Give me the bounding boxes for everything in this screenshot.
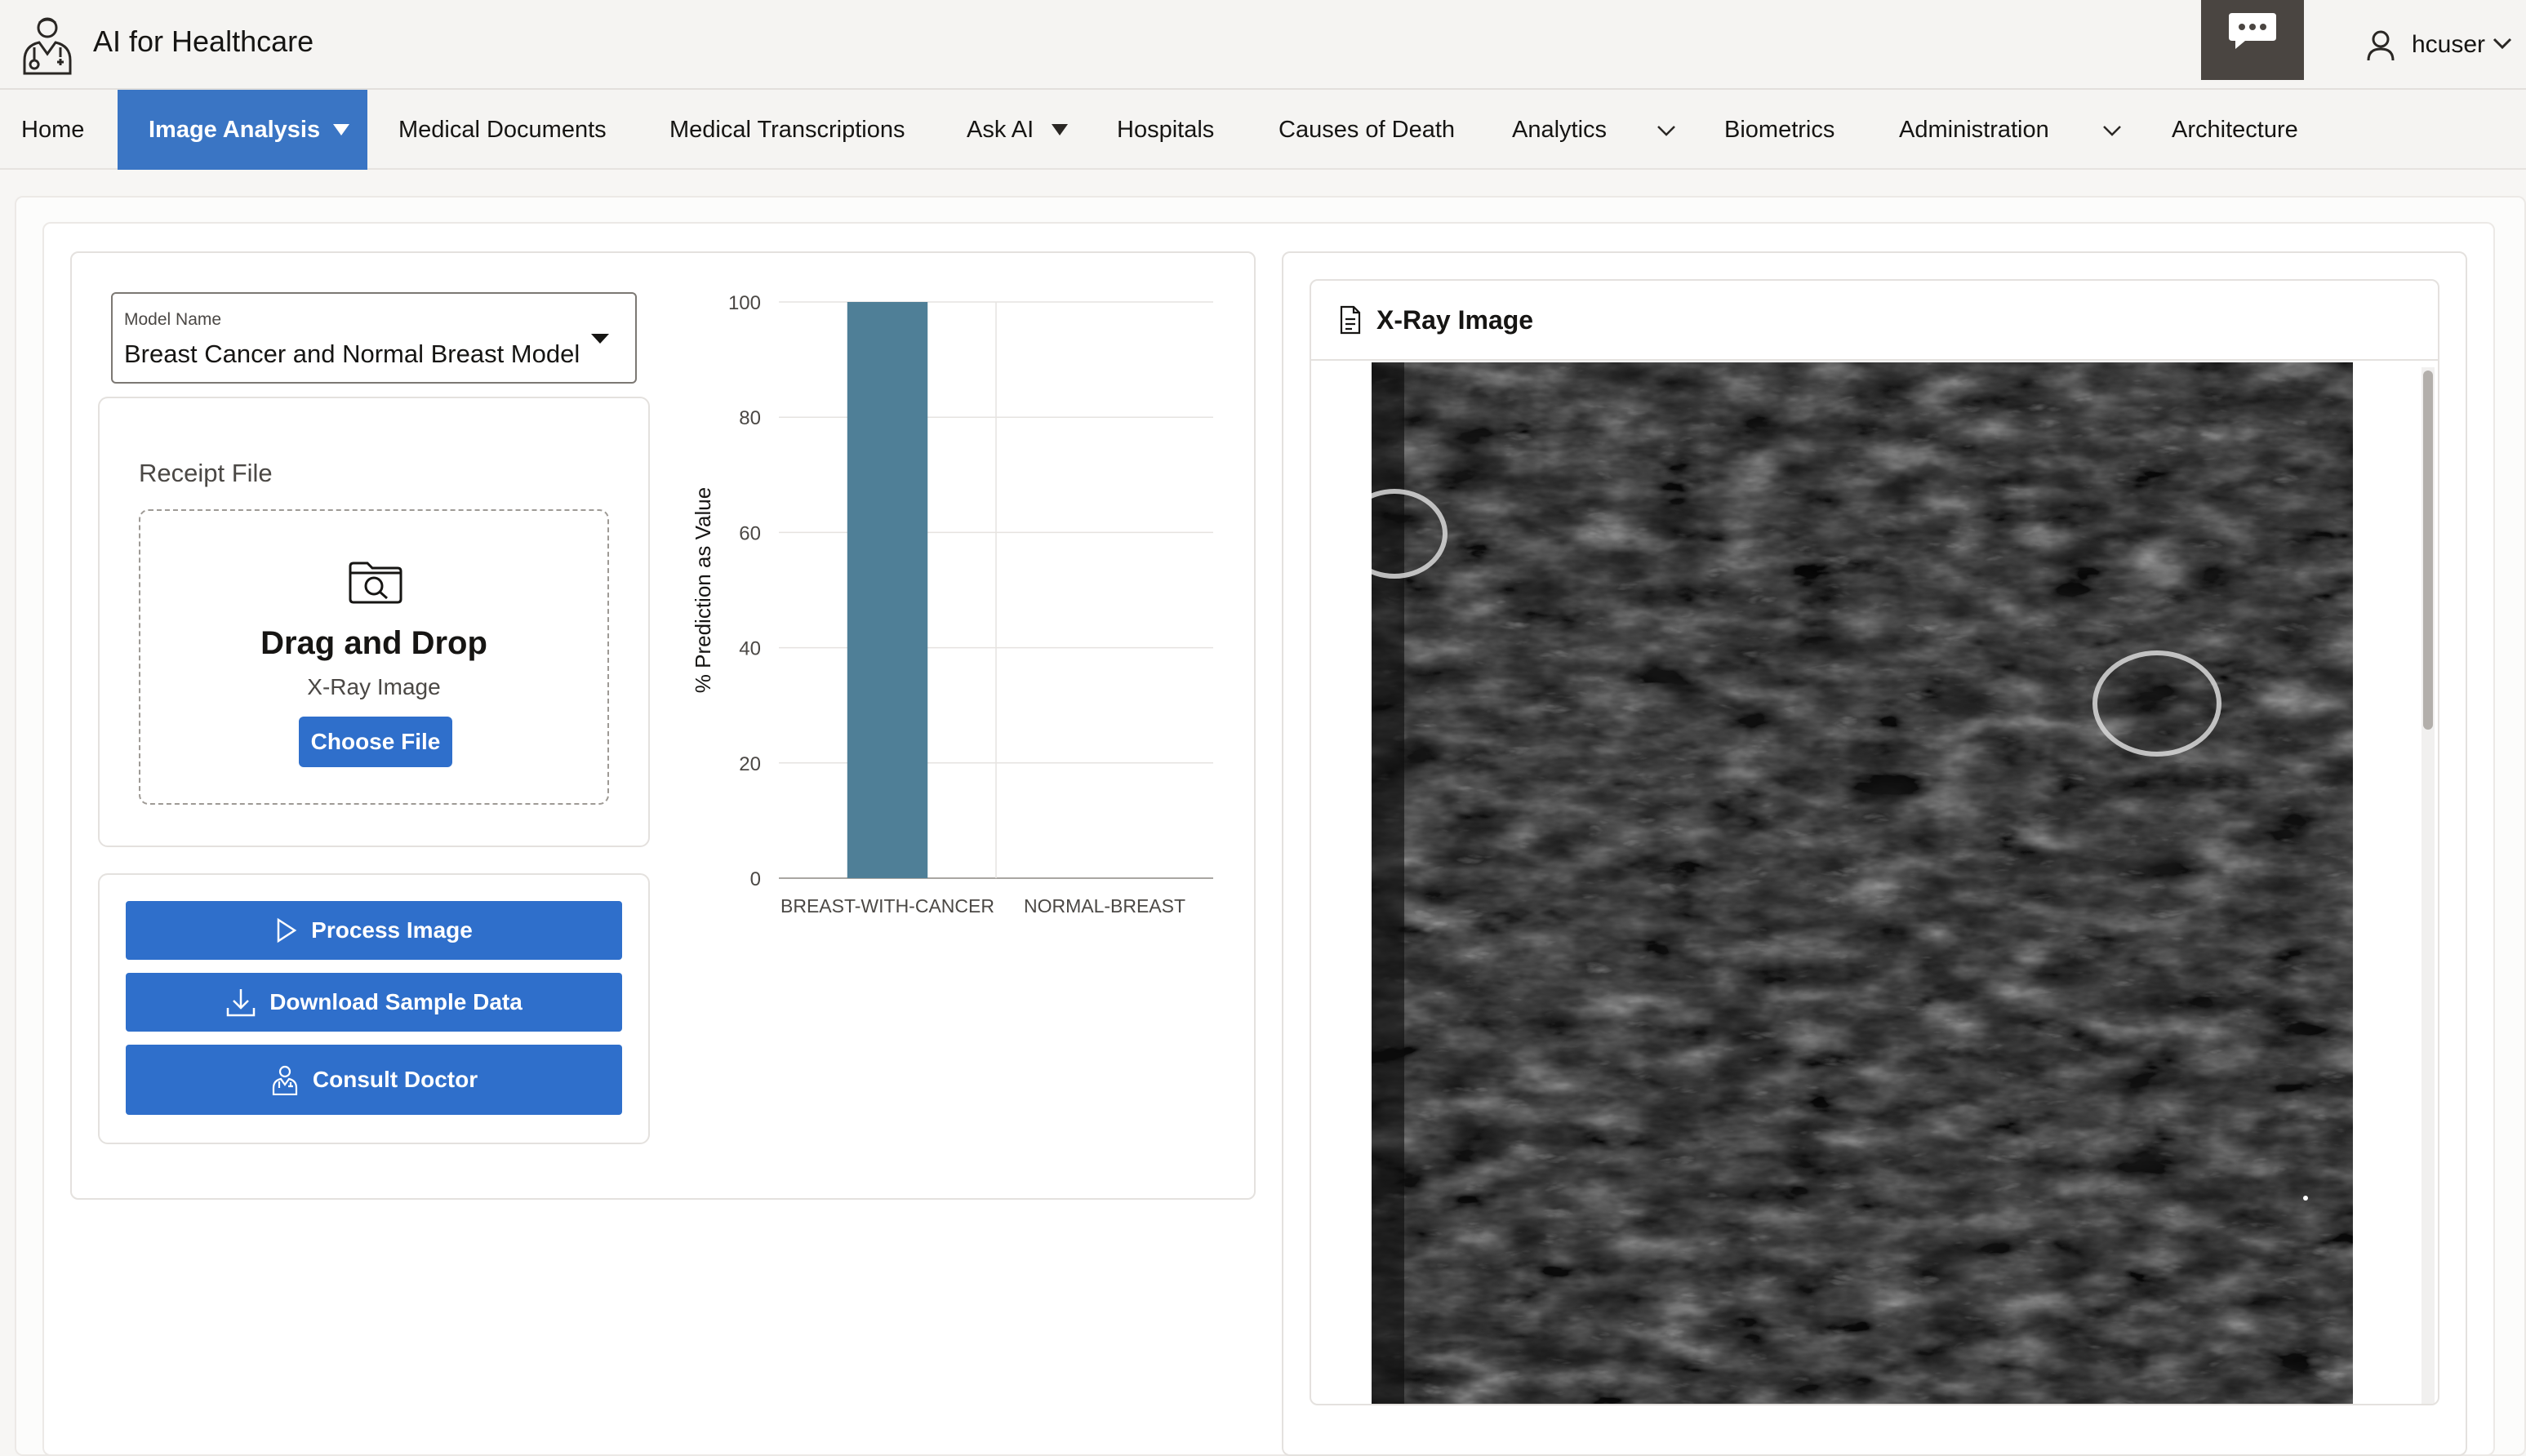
y-tick-label: 40 bbox=[739, 638, 761, 660]
nav-item-home[interactable]: Home bbox=[21, 117, 85, 143]
bar bbox=[847, 302, 928, 878]
model-name-label: Model Name bbox=[124, 310, 222, 329]
caret-down-icon bbox=[1052, 124, 1068, 135]
nav-item-medical-documents[interactable]: Medical Documents bbox=[398, 117, 607, 143]
user-icon[interactable] bbox=[2366, 29, 2395, 62]
nav-item-image-analysis[interactable]: Image Analysis bbox=[118, 90, 367, 170]
nav-item-label: Ask AI bbox=[967, 117, 1034, 143]
caret-down-icon bbox=[333, 124, 349, 135]
divider bbox=[1311, 359, 2438, 361]
document-icon bbox=[1340, 305, 1361, 335]
nav-item-biometrics[interactable]: Biometrics bbox=[1724, 117, 1835, 143]
chevron-down-icon[interactable] bbox=[2492, 36, 2513, 51]
nav-item-label: Administration bbox=[1899, 117, 2049, 143]
play-icon bbox=[277, 917, 297, 943]
x-tick-label: BREAST-WITH-CANCER bbox=[780, 895, 994, 917]
y-tick-label: 80 bbox=[739, 407, 761, 429]
model-name-select[interactable]: Model Name Breast Cancer and Normal Brea… bbox=[111, 292, 637, 384]
download-sample-data-button[interactable]: Download Sample Data bbox=[126, 973, 622, 1032]
model-name-value: Breast Cancer and Normal Breast Model bbox=[124, 340, 580, 368]
drag-drop-subtitle: X-Ray Image bbox=[307, 674, 441, 699]
receipt-title: Receipt File bbox=[139, 459, 273, 487]
doctor-icon bbox=[272, 1065, 297, 1095]
nav-item-analytics[interactable]: Analytics bbox=[1512, 90, 1679, 170]
app-title: AI for Healthcare bbox=[93, 24, 314, 58]
y-tick-label: 60 bbox=[739, 522, 761, 544]
process-image-label: Process Image bbox=[311, 917, 473, 943]
nav-item-label: Image Analysis bbox=[149, 117, 321, 143]
process-image-button[interactable]: Process Image bbox=[126, 901, 622, 960]
folder-search-icon bbox=[349, 562, 402, 604]
nav-item-medical-transcriptions[interactable]: Medical Transcriptions bbox=[669, 117, 905, 143]
user-name[interactable]: hcuser bbox=[2412, 31, 2486, 58]
nav-item-causes-of-death[interactable]: Causes of Death bbox=[1279, 117, 1456, 143]
y-axis-label: % Prediction as Value bbox=[691, 487, 715, 693]
app-header: AI for Healthcare hcuser bbox=[0, 0, 2526, 90]
y-tick-label: 20 bbox=[739, 753, 761, 775]
x-tick-label: NORMAL-BREAST bbox=[1024, 895, 1185, 917]
scrollbar-thumb[interactable] bbox=[2423, 371, 2433, 730]
chat-button[interactable] bbox=[2201, 0, 2304, 80]
prediction-bar-chart: 0 20 40 60 80 100 BREAST-WITH-CANCER NORMAL-BRE… bbox=[691, 292, 1213, 917]
nav-item-label: Analytics bbox=[1512, 117, 1608, 143]
choose-file-button[interactable]: Choose File bbox=[299, 717, 452, 767]
xray-title: X-Ray Image bbox=[1376, 305, 1534, 335]
y-tick-label: 100 bbox=[728, 292, 761, 314]
consult-doctor-label: Consult Doctor bbox=[312, 1067, 478, 1092]
chevron-down-icon bbox=[1657, 126, 1675, 136]
nav-item-ask-ai[interactable]: Ask AI bbox=[967, 90, 1073, 170]
receipt-card bbox=[98, 397, 650, 847]
xray-card: X-Ray Image bbox=[1310, 279, 2439, 1405]
caret-down-icon bbox=[591, 334, 609, 344]
main-nav: Home Image Analysis Medical Documents Me… bbox=[0, 90, 2526, 170]
nav-item-hospitals[interactable]: Hospitals bbox=[1117, 117, 1215, 143]
download-icon bbox=[226, 989, 256, 1017]
drag-drop-title: Drag and Drop bbox=[260, 625, 487, 661]
download-sample-data-label: Download Sample Data bbox=[269, 989, 523, 1014]
chevron-down-icon bbox=[2103, 126, 2121, 136]
chat-bubble-icon bbox=[2229, 13, 2276, 49]
xray-image bbox=[1372, 362, 2353, 1404]
nav-item-administration[interactable]: Administration bbox=[1899, 90, 2124, 170]
file-dropzone[interactable]: Drag and Drop X-Ray Image Choose File bbox=[139, 509, 609, 805]
y-tick-label: 0 bbox=[750, 868, 761, 890]
consult-doctor-button[interactable]: Consult Doctor bbox=[126, 1045, 622, 1115]
nav-item-architecture[interactable]: Architecture bbox=[2172, 117, 2298, 143]
doctor-icon bbox=[23, 17, 72, 75]
scrollbar[interactable] bbox=[2421, 367, 2435, 1404]
